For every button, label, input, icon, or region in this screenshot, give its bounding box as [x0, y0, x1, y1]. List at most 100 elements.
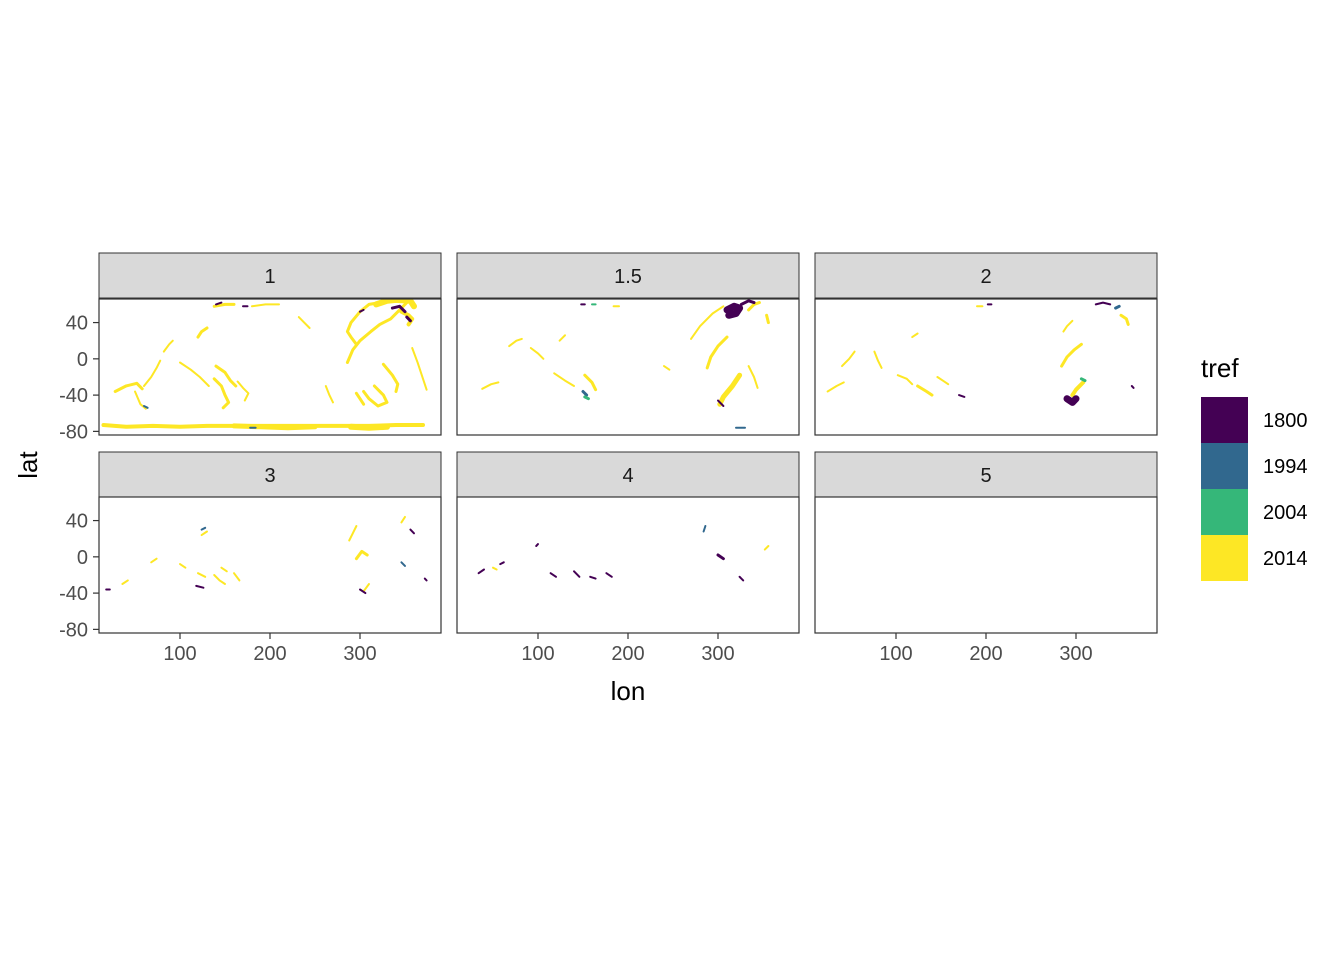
tref-cell-2014	[747, 365, 759, 389]
x-tick-label: 100	[521, 643, 554, 665]
tref-cell-2014	[896, 374, 914, 386]
tref-cell-1800	[589, 575, 597, 580]
panel-background	[457, 497, 799, 633]
facet-panel: 1	[98, 252, 442, 436]
x-tick-label: 100	[879, 643, 912, 665]
tref-cell-2014	[1062, 319, 1074, 333]
tref-cell-2014	[400, 515, 406, 524]
tref-cell-2014	[492, 566, 498, 571]
tref-cell-1800	[1063, 395, 1080, 406]
tref-cell-2014	[220, 566, 228, 573]
tref-cell-1994	[400, 561, 406, 567]
tref-cell-2014	[705, 335, 729, 370]
tref-cell-1800	[477, 568, 485, 575]
tref-cell-2014	[411, 347, 428, 391]
legend-key-label: 1800	[1263, 410, 1308, 432]
y-tick-label: -80	[59, 619, 88, 641]
x-tick-label: 200	[969, 643, 1002, 665]
tref-cell-1800	[499, 561, 505, 566]
y-tick-label: 40	[66, 313, 88, 335]
x-tick-label: 300	[343, 643, 376, 665]
panel-background	[99, 497, 441, 633]
raster-cells	[477, 525, 770, 582]
panel-background	[815, 299, 1157, 435]
facet-strip	[456, 252, 800, 299]
tref-cell-1800	[215, 301, 223, 306]
x-tick-label: 200	[611, 643, 644, 665]
facet-panel: 2	[814, 252, 1158, 436]
tref-cell-2014	[936, 376, 950, 386]
x-tick-label: 300	[1059, 643, 1092, 665]
tref-cell-2014	[345, 301, 409, 364]
tref-cell-2014	[553, 372, 575, 387]
y-tick-label: 0	[77, 349, 88, 371]
y-tick-label: 40	[66, 511, 88, 533]
facet-strip-label: 2	[980, 266, 991, 288]
tref-cell-2014	[179, 361, 210, 387]
facet-panel: 1.5	[456, 252, 800, 436]
tref-cell-2014	[381, 362, 400, 393]
tref-cell-2014	[1070, 380, 1086, 398]
y-axis-title: lat	[13, 450, 43, 478]
tref-cell-2014	[1060, 342, 1083, 368]
tref-cell-2014	[765, 313, 770, 325]
tref-cell-2014	[1119, 313, 1130, 326]
tref-cell-2014	[143, 359, 162, 387]
legend-key-swatch	[1201, 535, 1248, 581]
legend-key-label: 1994	[1263, 456, 1308, 478]
tref-cell-2014	[113, 381, 144, 393]
tref-cell-2014	[826, 381, 845, 393]
tref-cell-2014	[348, 423, 390, 431]
y-tick-label: -40	[59, 385, 88, 407]
tref-cell-2014	[916, 384, 934, 397]
tref-cell-2014	[134, 390, 147, 410]
tref-cell-1800	[605, 572, 613, 578]
facet-strip-label: 4	[622, 465, 633, 487]
tref-cell-2014	[481, 381, 500, 390]
tref-cell-1800	[739, 299, 756, 306]
tref-cell-2014	[348, 525, 358, 542]
tref-cell-1800	[958, 394, 966, 398]
facet-panels: 1 1.5 2 3 4 5	[98, 252, 1158, 634]
tref-cell-1800	[1130, 385, 1135, 389]
tref-cell-1800	[738, 575, 745, 582]
panel-border	[814, 298, 1158, 436]
facet-strip	[456, 451, 800, 498]
tref-cell-1800	[359, 308, 365, 313]
tref-cell-2014	[558, 334, 566, 342]
tref-cell-2014	[212, 302, 236, 308]
facet-strip-label: 5	[980, 465, 991, 487]
x-axis-title: lon	[611, 676, 646, 706]
tref-cell-2014	[841, 350, 856, 368]
tref-cell-1800	[573, 570, 581, 578]
tref-cell-2014	[717, 372, 743, 407]
tref-cell-2014	[214, 364, 238, 388]
tref-cell-2014	[324, 385, 334, 404]
panel-border	[456, 298, 800, 436]
facet-strip-label: 1	[264, 266, 275, 288]
tref-cell-1994	[581, 390, 589, 397]
facet-strip	[814, 252, 1158, 299]
legend: tref 1800 1994 2004 2014	[1201, 353, 1308, 581]
tref-cell-2014	[373, 299, 417, 310]
facet-strip	[98, 451, 442, 498]
x-tick-label: 300	[701, 643, 734, 665]
y-tick-label: -80	[59, 421, 88, 443]
y-tick-label: -40	[59, 583, 88, 605]
tref-cell-2004	[1079, 377, 1087, 383]
tref-cell-1800	[359, 588, 367, 595]
y-tick-label: 0	[77, 547, 88, 569]
tref-cell-1800	[423, 577, 428, 582]
legend-key-swatch	[1201, 397, 1248, 443]
tref-cell-2014	[763, 545, 770, 551]
panel-border	[98, 298, 442, 436]
tref-cell-2014	[583, 373, 598, 392]
legend-key-swatch	[1201, 443, 1248, 489]
tref-cell-2014	[362, 583, 370, 593]
tref-cell-2014	[345, 301, 382, 346]
tref-cell-2014	[873, 350, 883, 369]
panel-background	[815, 497, 1157, 633]
tref-cell-2014	[354, 549, 369, 561]
raster-cells	[481, 299, 770, 429]
